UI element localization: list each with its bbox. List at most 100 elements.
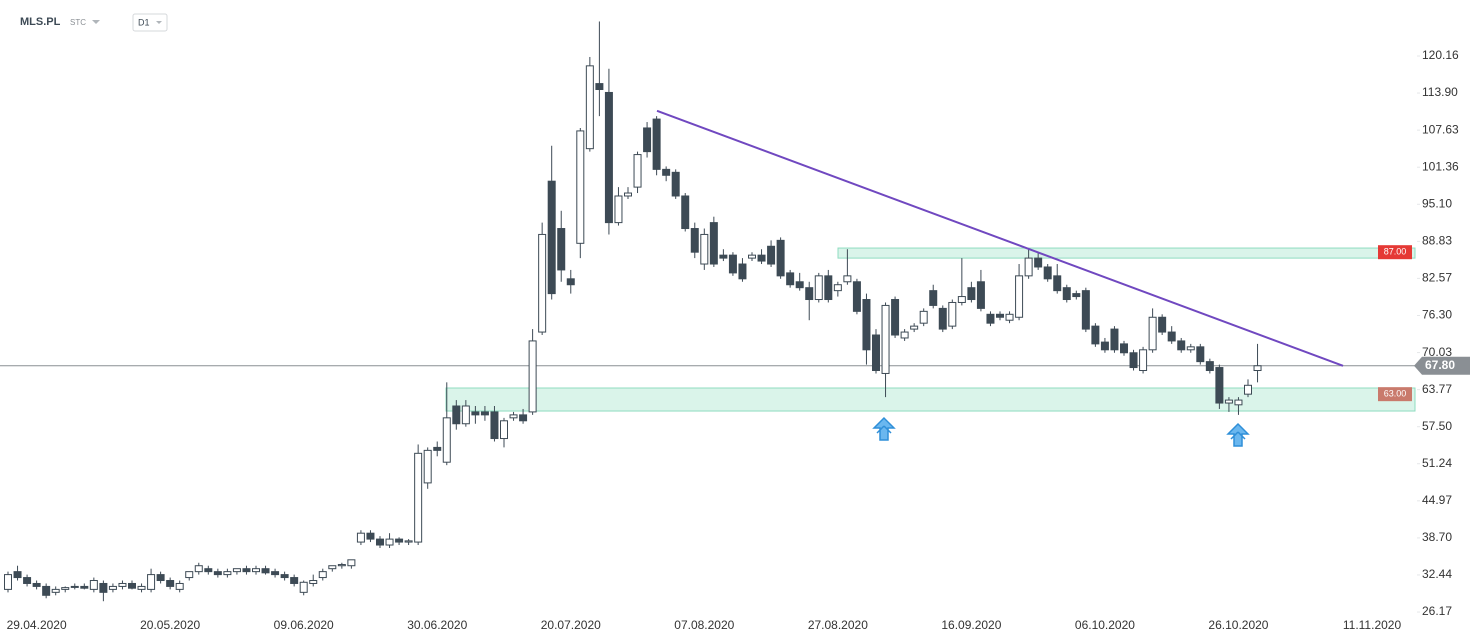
y-tick-label: 120.16 <box>1422 48 1459 62</box>
dropdown-icon[interactable] <box>156 21 162 24</box>
x-tick-label: 09.06.2020 <box>274 618 334 632</box>
candle-body <box>1034 257 1043 268</box>
candle-body <box>13 571 22 579</box>
candle-body <box>1186 346 1195 351</box>
candle-body <box>89 580 98 590</box>
candle-body <box>624 192 632 197</box>
interval[interactable]: D1 <box>138 17 150 27</box>
candle-body <box>299 581 308 593</box>
plot-area: 87.00 63.00 26.17 32.44 38.70 44.97 51.24 57.50… <box>0 21 1470 632</box>
y-tick-label: 38.70 <box>1422 530 1452 544</box>
candle-body <box>1053 275 1062 292</box>
candle-body <box>852 281 861 312</box>
candle-body <box>51 588 60 593</box>
candle-body <box>1024 257 1033 277</box>
candle-body <box>1091 325 1100 345</box>
candle-body <box>1043 266 1052 280</box>
candle-body <box>128 582 136 589</box>
candle-body <box>872 334 880 372</box>
candle-body <box>213 571 222 576</box>
candle-body <box>118 582 127 587</box>
candle-body <box>385 538 394 546</box>
candle-body <box>786 272 795 286</box>
x-tick-label: 27.08.2020 <box>808 618 868 632</box>
candle-body <box>32 582 41 587</box>
candle-body <box>1139 349 1148 372</box>
y-tick-label: 88.83 <box>1422 234 1452 248</box>
y-tick-label: 70.03 <box>1422 345 1452 359</box>
candle-body <box>1015 275 1024 318</box>
last-price-tag <box>1414 356 1470 375</box>
y-tick-label: 51.24 <box>1422 456 1452 470</box>
y-tick-label: 76.30 <box>1422 308 1452 322</box>
candle-body <box>1148 316 1157 351</box>
candle-body <box>719 254 728 259</box>
candle-body <box>566 278 575 286</box>
candle-body <box>99 582 108 593</box>
candle-body <box>1072 293 1081 298</box>
candle-body <box>604 91 613 224</box>
candle-body <box>70 585 79 588</box>
candle-body <box>347 559 356 567</box>
candle-body <box>1224 399 1233 404</box>
support-arrow <box>1226 422 1250 447</box>
candle-body <box>166 580 175 587</box>
candle-body <box>1196 346 1205 363</box>
candle-body <box>681 195 690 230</box>
candle-body <box>185 571 194 579</box>
candle-body <box>709 222 718 265</box>
candle-body <box>795 281 804 289</box>
candle-body <box>509 414 518 419</box>
candle-body <box>614 195 623 224</box>
x-tick-label: 30.06.2020 <box>407 618 467 632</box>
candle-body <box>824 275 833 301</box>
candle-body <box>805 287 814 301</box>
candle-body <box>271 571 280 576</box>
zone-tag-label: 63.00 <box>1384 389 1407 399</box>
candle-body <box>519 414 528 422</box>
candle-body <box>309 580 318 584</box>
y-tick-label: 44.97 <box>1422 493 1452 507</box>
candle-body <box>433 446 442 451</box>
candle-body <box>175 582 184 590</box>
candle-body <box>976 281 985 309</box>
candle-body <box>194 565 203 573</box>
support-arrow <box>872 416 896 441</box>
candle-body <box>700 233 709 265</box>
dropdown-icon[interactable] <box>92 20 100 24</box>
candle-body <box>480 411 489 416</box>
y-tick-label: 57.50 <box>1422 419 1452 433</box>
candle-body <box>814 275 823 301</box>
zone-tag-label: 87.00 <box>1384 247 1407 257</box>
x-tick-label: 29.04.2020 <box>7 618 67 632</box>
candle-body <box>1177 340 1186 351</box>
interval-box[interactable] <box>132 13 168 32</box>
candle-body <box>252 568 260 573</box>
candle-body <box>223 571 232 576</box>
candle-body <box>1005 313 1014 321</box>
price-zone <box>445 387 1416 412</box>
candle-body <box>1158 316 1167 333</box>
trendline <box>656 109 1344 367</box>
candle-body <box>442 417 451 463</box>
candle-body <box>156 574 165 582</box>
y-tick-label: 82.57 <box>1422 271 1452 285</box>
candle-body <box>490 411 499 440</box>
candle-body <box>318 571 327 579</box>
y-tick-label: 101.36 <box>1422 159 1459 173</box>
market[interactable]: STC <box>70 18 86 27</box>
candle-body <box>633 154 642 188</box>
candle-body <box>204 568 213 573</box>
candle-body <box>528 340 537 413</box>
zone-tag <box>1378 387 1412 402</box>
candle-body <box>996 313 1004 318</box>
candle-body <box>395 538 404 543</box>
candle-body <box>671 171 680 197</box>
candle-body <box>414 452 423 543</box>
candle-body <box>643 127 652 153</box>
candle-body <box>547 180 556 295</box>
candle-body <box>356 532 365 543</box>
x-tick-label: 26.10.2020 <box>1208 618 1268 632</box>
candle-body <box>1110 328 1119 351</box>
